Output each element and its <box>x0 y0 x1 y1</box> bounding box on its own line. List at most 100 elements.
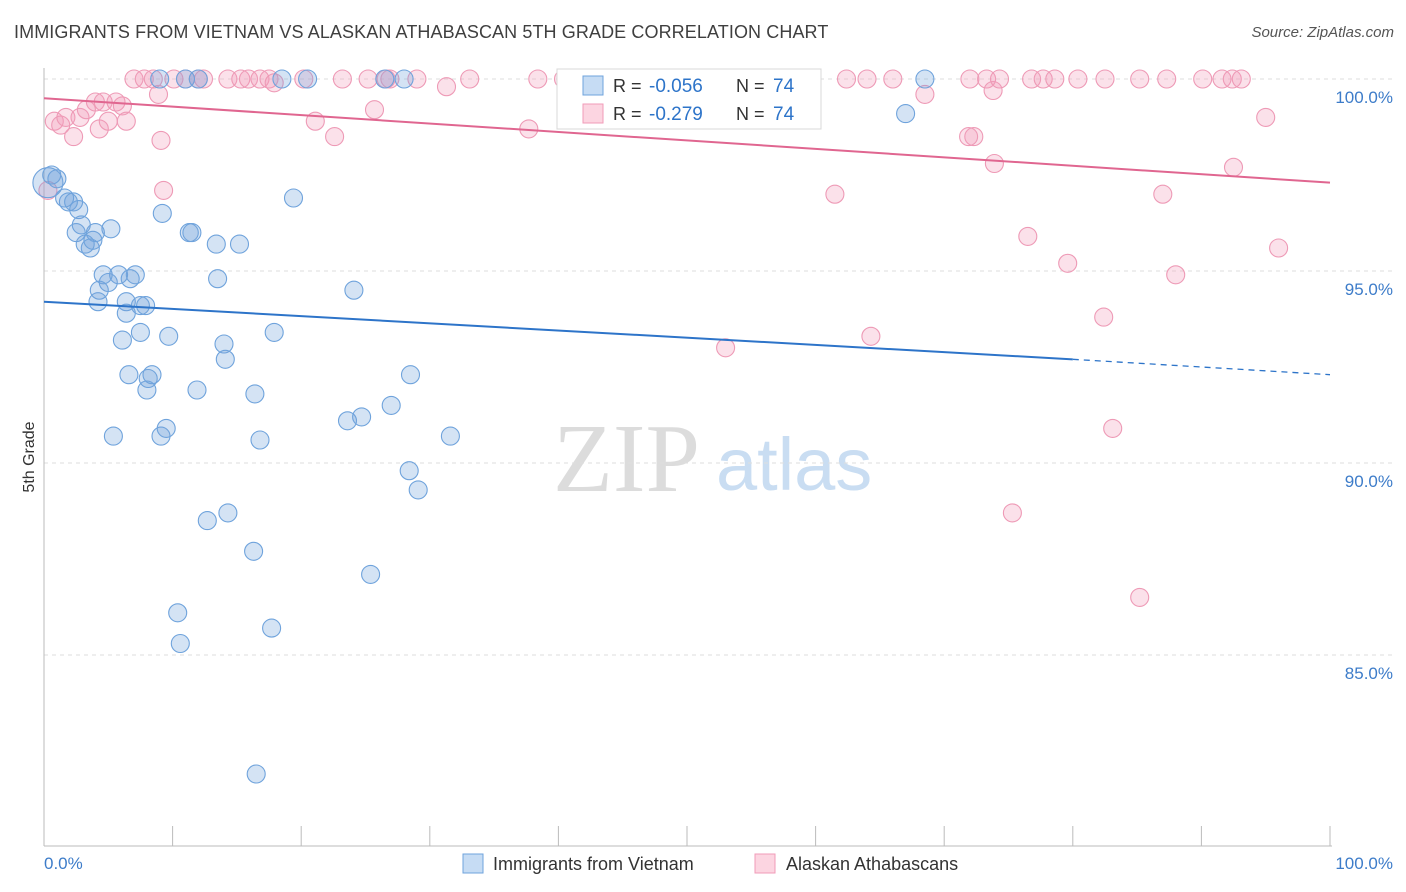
point-athabascan <box>1022 69 1042 89</box>
point-vietnam <box>182 223 202 243</box>
point-vietnam <box>896 104 916 124</box>
legend-r-label-1: R = <box>613 76 642 96</box>
point-vietnam <box>120 269 140 289</box>
point-athabascan <box>1094 307 1114 327</box>
point-athabascan <box>1130 587 1150 607</box>
point-vietnam <box>375 69 395 89</box>
y-tick-labels: 100.0% 95.0% 90.0% 85.0% <box>1335 88 1393 683</box>
point-athabascan <box>1103 418 1123 438</box>
point-athabascan <box>460 69 480 89</box>
legend-swatch-athabascan <box>754 853 776 874</box>
point-athabascan <box>1256 107 1276 127</box>
point-athabascan <box>1153 184 1173 204</box>
legend-swatch-vietnam <box>462 853 484 874</box>
legend-item-vietnam[interactable]: Immigrants from Vietnam <box>462 853 694 874</box>
point-vietnam <box>170 633 190 654</box>
point-athabascan <box>1166 265 1186 285</box>
point-vietnam <box>156 418 176 438</box>
point-vietnam <box>215 349 235 369</box>
axes <box>43 68 1332 847</box>
point-vietnam <box>250 430 270 450</box>
point-athabascan <box>915 84 935 104</box>
point-vietnam <box>42 165 62 185</box>
point-athabascan <box>151 130 171 150</box>
point-athabascan <box>332 69 352 89</box>
point-vietnam <box>264 322 284 342</box>
point-vietnam <box>208 269 228 289</box>
point-vietnam <box>116 303 136 323</box>
point-athabascan <box>164 69 184 89</box>
point-athabascan <box>325 127 345 147</box>
point-athabascan <box>116 111 136 131</box>
legend-n-label-2: N = <box>736 104 765 124</box>
point-vietnam <box>187 380 207 400</box>
point-athabascan <box>143 69 163 89</box>
watermark-atlas: atlas <box>716 423 872 506</box>
trend-lines <box>43 97 1331 376</box>
point-athabascan <box>1212 69 1232 89</box>
legend-n-value-1: 74 <box>773 76 795 97</box>
y-axis-label: 5th Grade <box>21 421 38 492</box>
point-vietnam <box>85 223 105 243</box>
point-vietnam <box>915 69 935 89</box>
point-athabascan <box>1095 69 1115 89</box>
point-vietnam <box>119 365 139 385</box>
point-vietnam <box>142 365 162 385</box>
point-athabascan <box>1068 69 1088 89</box>
legend-swatch-blue <box>582 75 604 96</box>
point-vietnam <box>394 69 414 89</box>
point-vietnam <box>47 169 67 189</box>
point-athabascan <box>989 69 1010 89</box>
point-athabascan <box>1231 69 1251 89</box>
point-vietnam <box>246 764 266 784</box>
point-athabascan <box>112 96 132 116</box>
point-athabascan <box>148 84 169 104</box>
point-vietnam <box>109 265 129 285</box>
point-vietnam <box>150 69 170 89</box>
point-vietnam <box>337 411 358 431</box>
y-tick-label: 85.0% <box>1345 664 1393 683</box>
point-vietnam <box>197 511 217 531</box>
legend-item-athabascan[interactable]: Alaskan Athabascans <box>754 853 958 874</box>
point-athabascan <box>231 69 251 89</box>
point-vietnam <box>244 541 264 561</box>
point-vietnam <box>137 380 157 400</box>
point-vietnam <box>101 219 121 239</box>
point-athabascan <box>960 69 980 89</box>
point-vietnam <box>58 192 78 212</box>
point-athabascan <box>98 111 118 131</box>
point-vietnam <box>361 564 381 584</box>
point-athabascan <box>70 107 90 127</box>
legend-r-label-2: R = <box>613 104 642 124</box>
point-vietnam <box>130 322 150 342</box>
point-vietnam <box>229 234 250 254</box>
point-vietnam <box>272 69 292 89</box>
point-vietnam <box>344 280 364 300</box>
point-vietnam <box>103 426 123 446</box>
point-vietnam <box>88 292 108 312</box>
trend-line-vietnam-extension <box>1072 358 1331 376</box>
point-vietnam <box>83 230 103 250</box>
y-tick-label: 100.0% <box>1335 88 1393 107</box>
point-athabascan <box>964 127 984 147</box>
trend-line-vietnam <box>43 300 1073 361</box>
point-vietnam <box>262 618 282 638</box>
x-tick-label-min: 0.0% <box>44 854 83 873</box>
point-athabascan <box>959 127 979 147</box>
point-vietnam <box>159 326 179 346</box>
y-tick-label: 95.0% <box>1345 280 1393 299</box>
point-athabascan <box>154 180 174 200</box>
point-athabascan <box>1018 226 1038 246</box>
point-athabascan <box>124 69 144 89</box>
point-athabascan <box>1193 69 1213 89</box>
x-tick-label-max: 100.0% <box>1335 854 1393 873</box>
point-athabascan <box>238 69 259 89</box>
point-athabascan <box>380 69 400 89</box>
source-label[interactable]: Source: ZipAtlas.com <box>1251 24 1394 41</box>
point-athabascan <box>984 153 1004 174</box>
point-vietnam <box>352 407 372 427</box>
point-athabascan <box>1223 157 1244 177</box>
point-athabascan <box>1002 503 1022 523</box>
point-vietnam <box>152 203 172 223</box>
